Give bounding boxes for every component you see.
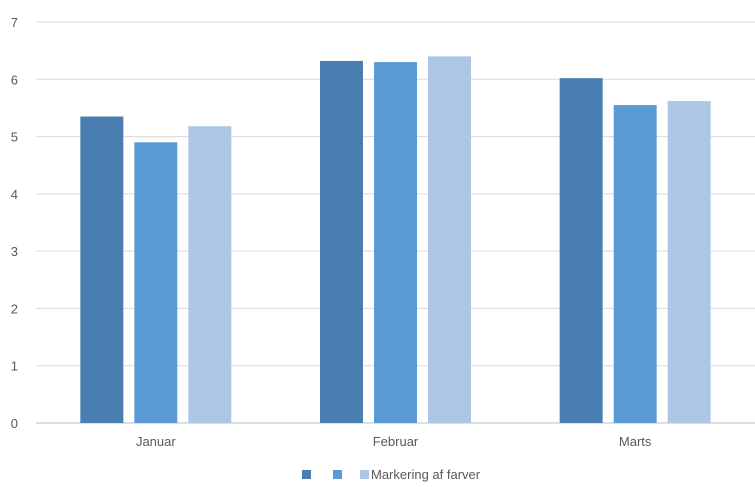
x-tick-label: Marts — [619, 434, 652, 449]
bar-marts-series-2 — [613, 105, 657, 424]
y-tick-label: 3 — [11, 244, 18, 259]
y-tick-label: 1 — [11, 359, 18, 374]
bar-februar-series-2 — [374, 62, 417, 423]
bar-februar-series-1 — [320, 60, 363, 423]
bars — [80, 56, 711, 424]
bar-februar-series-3 — [428, 56, 471, 423]
x-axis-ticks: Januar Februar Marts — [136, 434, 652, 449]
y-tick-label: 4 — [11, 187, 18, 202]
bar-januar-series-2 — [134, 142, 178, 424]
y-tick-label: 7 — [11, 15, 18, 30]
y-tick-label: 6 — [11, 72, 18, 87]
y-tick-label: 0 — [11, 416, 18, 431]
y-tick-label: 2 — [11, 301, 18, 316]
x-tick-label: Januar — [136, 434, 176, 449]
bar-januar-series-3 — [188, 126, 232, 423]
y-tick-label: 5 — [11, 130, 18, 145]
legend-swatch-3 — [360, 470, 369, 479]
x-tick-label: Februar — [373, 434, 419, 449]
bar-marts-series-1 — [559, 78, 603, 423]
legend-swatch-2 — [333, 470, 342, 479]
y-axis-ticks: 0 1 2 3 4 5 6 7 — [11, 15, 18, 431]
legend-label: Markering af farver — [371, 467, 481, 482]
legend: Markering af farver — [302, 467, 481, 482]
bar-januar-series-1 — [80, 116, 124, 424]
legend-swatch-1 — [302, 470, 311, 479]
bar-marts-series-3 — [667, 101, 711, 423]
